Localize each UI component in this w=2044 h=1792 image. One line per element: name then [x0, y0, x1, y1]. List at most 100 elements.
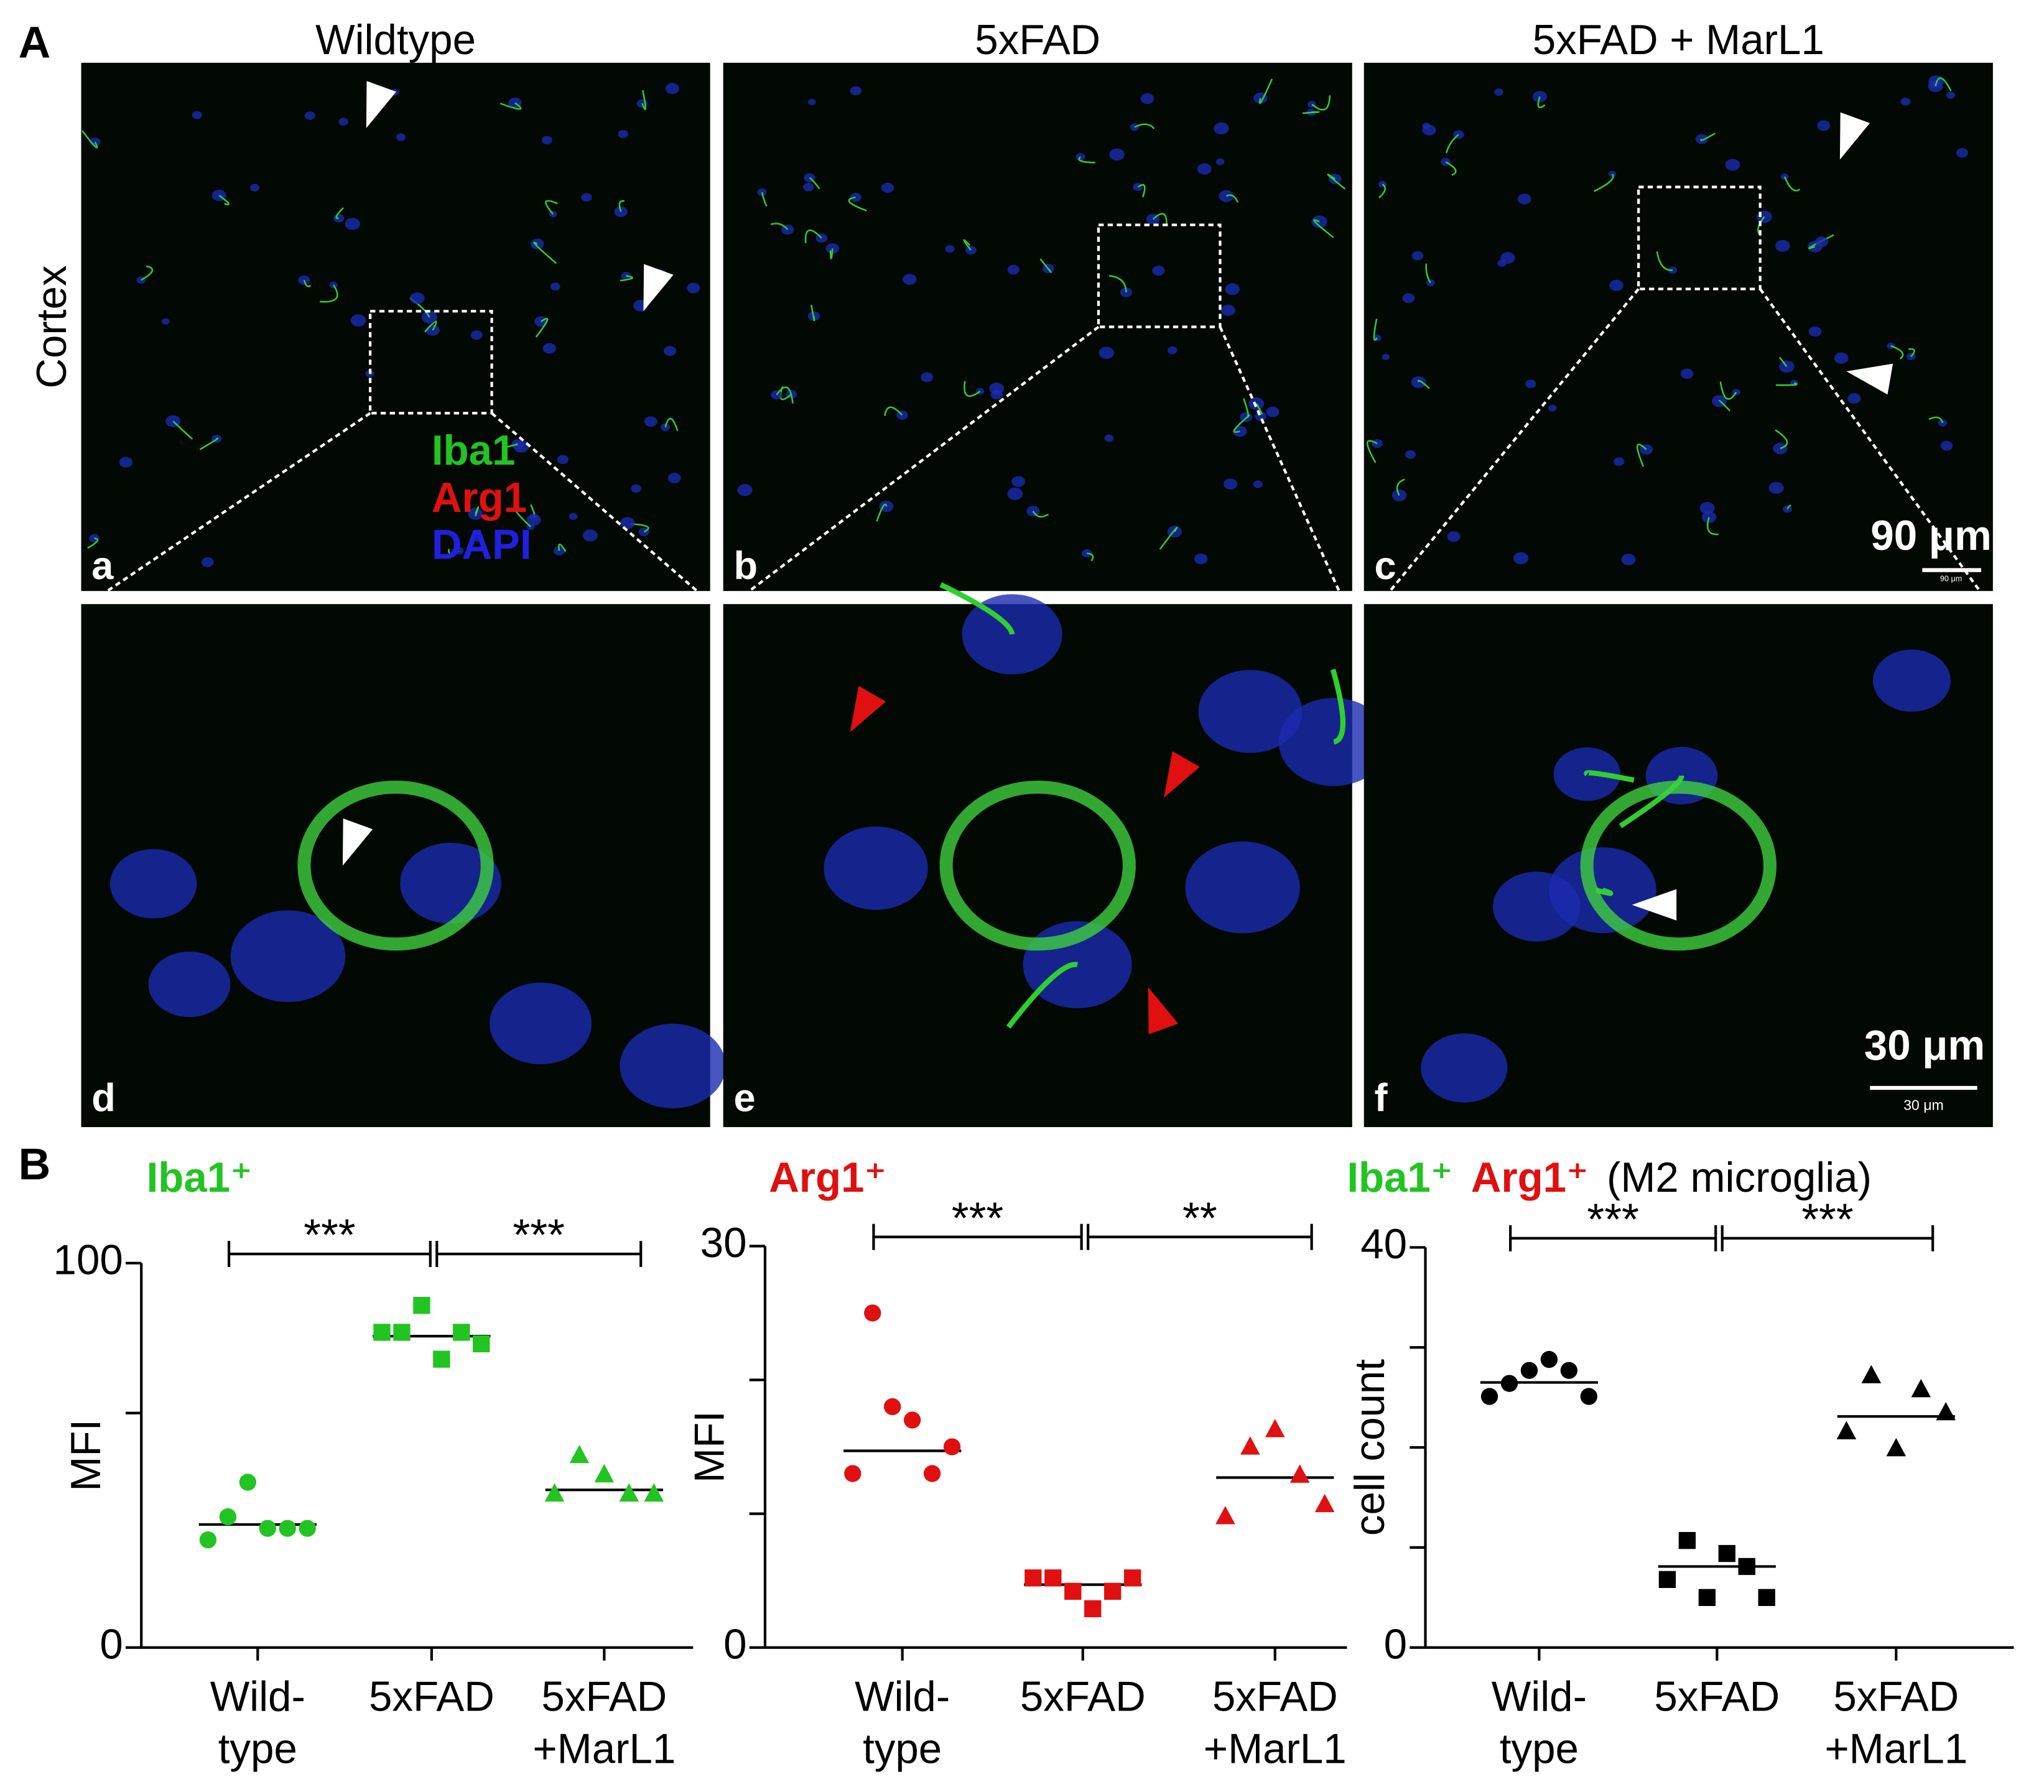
process [1775, 382, 1798, 386]
chart-title: Arg1⁺ [1471, 1154, 1589, 1201]
arrowhead [1148, 987, 1179, 1034]
stain-legend: DAPI [432, 522, 532, 569]
data-point [259, 1520, 276, 1537]
significance-label: *** [1801, 1194, 1853, 1244]
process [1078, 156, 1095, 164]
data-point [279, 1520, 296, 1537]
process [1006, 962, 1079, 1029]
data-point [1861, 1365, 1882, 1383]
nucleus [620, 517, 635, 529]
nucleus [824, 826, 928, 910]
nucleus [1946, 91, 1956, 99]
x-tick-label: type [218, 1726, 297, 1773]
subpanel-label: e [733, 1077, 755, 1120]
nucleus [1104, 434, 1114, 442]
significance-label: ** [1182, 1193, 1217, 1243]
process [303, 280, 312, 287]
nucleus [850, 86, 862, 96]
process [1779, 356, 1788, 368]
process [1152, 213, 1168, 226]
process [1302, 111, 1320, 114]
significance-bracket [872, 1223, 1083, 1250]
scale-small: 30 μm [1903, 1097, 1944, 1113]
zoom-line [1758, 288, 1981, 592]
scale-small: 90 μm [1940, 575, 1962, 583]
nucleus [965, 246, 977, 255]
y-tick-label: 0 [1384, 1621, 1407, 1668]
x-tick-label: type [863, 1726, 942, 1773]
nucleus [621, 272, 631, 280]
process [218, 195, 230, 206]
process [1378, 183, 1387, 199]
process [939, 582, 1015, 635]
nucleus [192, 111, 202, 119]
process [1700, 132, 1716, 141]
nucleus [1500, 252, 1515, 264]
nucleus [119, 457, 132, 468]
process [513, 507, 532, 527]
nucleus [1099, 346, 1114, 360]
data-point [1104, 1582, 1122, 1600]
process [1636, 443, 1647, 467]
y-axis-label: MFI [687, 1411, 733, 1483]
process [1108, 275, 1127, 293]
nucleus [526, 514, 541, 526]
data-point [299, 1520, 316, 1537]
y-axis-label: MFI [63, 1419, 109, 1492]
nucleus [109, 849, 197, 919]
process [172, 420, 193, 440]
micrographs [81, 62, 1993, 1128]
process [770, 223, 789, 230]
process [558, 543, 567, 552]
nucleus [1900, 97, 1911, 106]
column-title: 5xFAD [975, 17, 1100, 63]
process [811, 304, 815, 322]
data-point [1758, 1589, 1775, 1606]
data-point [1836, 1421, 1857, 1439]
nucleus [569, 513, 578, 520]
process [1537, 96, 1546, 108]
nucleus [1382, 353, 1390, 360]
x-tick-label: 5xFAD [369, 1674, 495, 1720]
data-point [219, 1508, 237, 1526]
data-point [1886, 1437, 1907, 1457]
nucleus [1815, 236, 1829, 248]
nucleus [1940, 440, 1953, 451]
nucleus [304, 111, 315, 120]
process [448, 549, 460, 555]
y-tick-label: 100 [53, 1237, 123, 1283]
nucleus [665, 83, 679, 95]
x-tick-label: +MarL1 [532, 1726, 676, 1773]
nucleus [1221, 304, 1235, 316]
process [1593, 174, 1614, 192]
zoom-box [1637, 185, 1762, 290]
process [1719, 381, 1737, 400]
micrograph [723, 62, 1352, 592]
nucleus [1493, 871, 1581, 942]
data-point [1520, 1362, 1538, 1379]
nucleus [345, 218, 360, 230]
data-point [473, 1335, 490, 1353]
panel-label: A [19, 17, 51, 67]
nucleus [1007, 487, 1023, 500]
process [1373, 318, 1378, 341]
nucleus [530, 238, 544, 250]
nucleus [1421, 1033, 1508, 1103]
nucleus [807, 98, 816, 106]
micrograph [81, 62, 710, 592]
data-point [1698, 1589, 1716, 1606]
nucleus [620, 1023, 726, 1108]
nucleus [1887, 342, 1895, 350]
nucleus [1680, 368, 1694, 379]
process [1137, 183, 1146, 198]
process [87, 537, 99, 549]
nucleus [1699, 501, 1715, 514]
nucleus [1140, 93, 1154, 104]
nucleus [687, 282, 700, 294]
process [829, 248, 834, 259]
x-tick-label: +MarL1 [1824, 1726, 1967, 1773]
x-tick-label: 5xFAD [1654, 1674, 1780, 1720]
nucleus [1219, 190, 1234, 202]
process [963, 239, 972, 251]
